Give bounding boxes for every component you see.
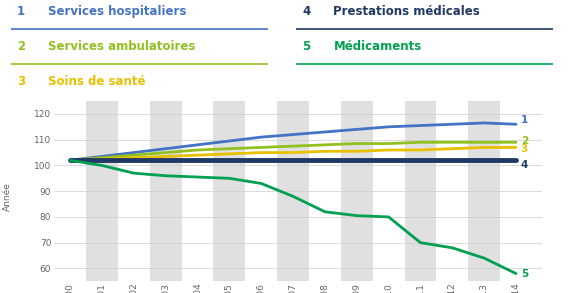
Text: 3: 3 [17, 75, 25, 88]
Bar [213, 101, 245, 281]
Text: Soins de santé: Soins de santé [48, 75, 146, 88]
Text: Services hospitaliers: Services hospitaliers [48, 5, 187, 18]
Bar [150, 101, 182, 281]
Bar [468, 101, 500, 281]
Text: 4: 4 [302, 5, 310, 18]
Bar [86, 101, 118, 281]
Bar [405, 101, 437, 281]
Text: 2: 2 [17, 40, 25, 53]
Text: Services ambulatoires: Services ambulatoires [48, 40, 196, 53]
Text: 4: 4 [521, 160, 528, 170]
Text: 2: 2 [521, 136, 528, 146]
Text: 1: 1 [17, 5, 25, 18]
Bar [341, 101, 373, 281]
Text: 1: 1 [521, 115, 528, 125]
Text: 5: 5 [302, 40, 310, 53]
Text: 5: 5 [521, 269, 528, 279]
Text: Prestations médicales: Prestations médicales [333, 5, 480, 18]
Text: Année: Année [3, 182, 12, 211]
Bar [277, 101, 309, 281]
Text: Médicaments: Médicaments [333, 40, 422, 53]
Text: 3: 3 [521, 144, 528, 154]
